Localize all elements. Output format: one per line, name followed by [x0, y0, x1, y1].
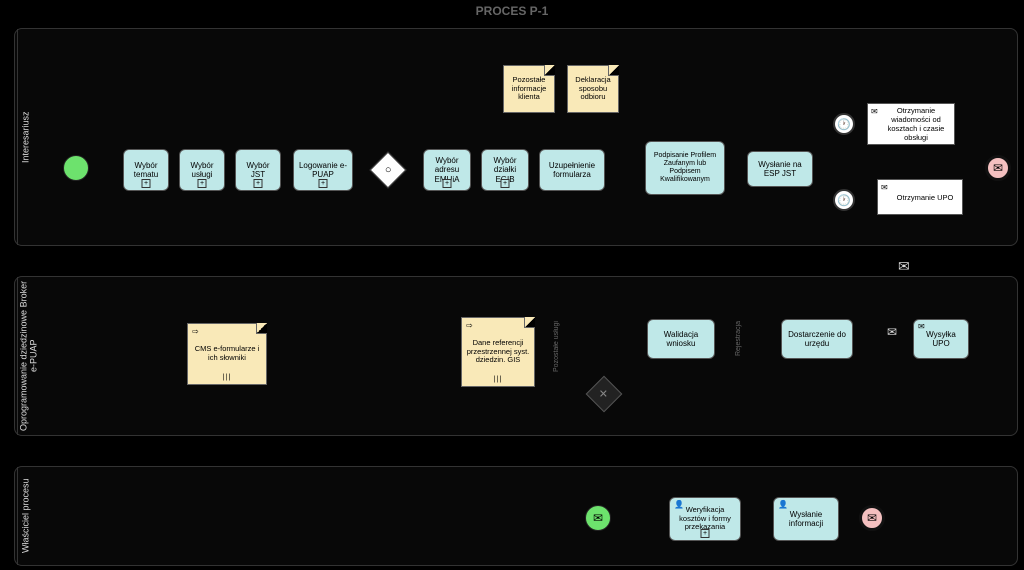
- note-otrzymanie-upo: ✉ Otrzymanie UPO: [877, 179, 963, 215]
- gateway-2: ✕: [586, 376, 623, 413]
- task-wybor-tematu: Wybór tematu+: [123, 149, 169, 191]
- start-event-2: ✉: [585, 505, 611, 531]
- lane-wlasciciel: Właściciel procesu ✉ 👤 Weryfikacja koszt…: [14, 466, 1018, 566]
- task-wybor-uslugi: Wybór usługi+: [179, 149, 225, 191]
- envelope-icon: ✉: [993, 161, 1003, 175]
- vtext-rejestracja: Rejestracja: [735, 321, 742, 356]
- lane-label-3: Właściciel procesu: [17, 467, 35, 565]
- arrow-icon: ⇨: [192, 327, 199, 336]
- envelope-icon: ✉: [593, 511, 603, 525]
- envelope-icon: ✉: [867, 511, 877, 525]
- doc-cms: ⇨ CMS e-formularze i ich słowniki |||: [187, 323, 267, 385]
- timer-1: 🕐: [833, 113, 855, 135]
- lane-broker-epuap: Oprogramowanie dziedzinowe Broker e-PUAP…: [14, 276, 1018, 436]
- task-wysylka-upo: ✉ Wysyłka UPO: [913, 319, 969, 359]
- diagram-title: PROCES P-1: [0, 4, 1024, 18]
- gateway-1: ○: [370, 152, 407, 189]
- lane-label-1: Interesariusz: [17, 29, 35, 245]
- task-uzupelnienie: Uzupełnienie formularza: [539, 149, 605, 191]
- start-event: [63, 155, 89, 181]
- task-wybor-jst: Wybór JST+: [235, 149, 281, 191]
- end-event-2: ✉: [859, 505, 885, 531]
- lane-interesariusz: Interesariusz Wybór tematu+ Wybór usługi…: [14, 28, 1018, 246]
- task-dostarczenie: Dostarczenie do urzędu: [781, 319, 853, 359]
- envelope-icon: ✉: [881, 183, 888, 193]
- doc-pozostale-info: Pozostałe informacje klienta: [503, 65, 555, 113]
- arrow-icon: ⇨: [466, 321, 473, 330]
- task-podpisanie: Podpisanie Profilem Zaufanym lub Podpise…: [645, 141, 725, 195]
- timer-2: 🕐: [833, 189, 855, 211]
- note-otrzymanie-wiadomosci: ✉ Otrzymanie wiadomości od kosztach i cz…: [867, 103, 955, 145]
- user-icon: 👤: [674, 500, 684, 509]
- task-logowanie-epuap: Logowanie e-PUAP+: [293, 149, 353, 191]
- doc-deklaracja: Deklaracja sposobu odbioru: [567, 65, 619, 113]
- user-icon: 👤: [778, 500, 788, 509]
- task-weryfikacja: 👤 Weryfikacja kosztów i formy przekazani…: [669, 497, 741, 541]
- message-flow-icon-2: ✉: [887, 325, 897, 339]
- end-event-1: ✉: [985, 155, 1011, 181]
- vtext-pozostale: Pozostałe usługi: [553, 321, 560, 372]
- envelope-icon: ✉: [918, 322, 925, 331]
- task-wyslanie-info: 👤 Wysłanie informacji: [773, 497, 839, 541]
- envelope-icon: ✉: [871, 107, 878, 117]
- task-wybor-adresu: Wybór adresu EMUiA+: [423, 149, 471, 191]
- task-walidacja: Walidacja wniosku: [647, 319, 715, 359]
- lane-label-2: Oprogramowanie dziedzinowe Broker e-PUAP: [17, 277, 41, 435]
- task-wyslanie-esp: Wysłanie na ESP JST: [747, 151, 813, 187]
- task-wybor-dzialki: Wybór działki EGIB+: [481, 149, 529, 191]
- message-flow-icon-1: ✉: [898, 258, 910, 275]
- doc-dane-referencji: ⇨ Dane referencji przestrzennej syst. dz…: [461, 317, 535, 387]
